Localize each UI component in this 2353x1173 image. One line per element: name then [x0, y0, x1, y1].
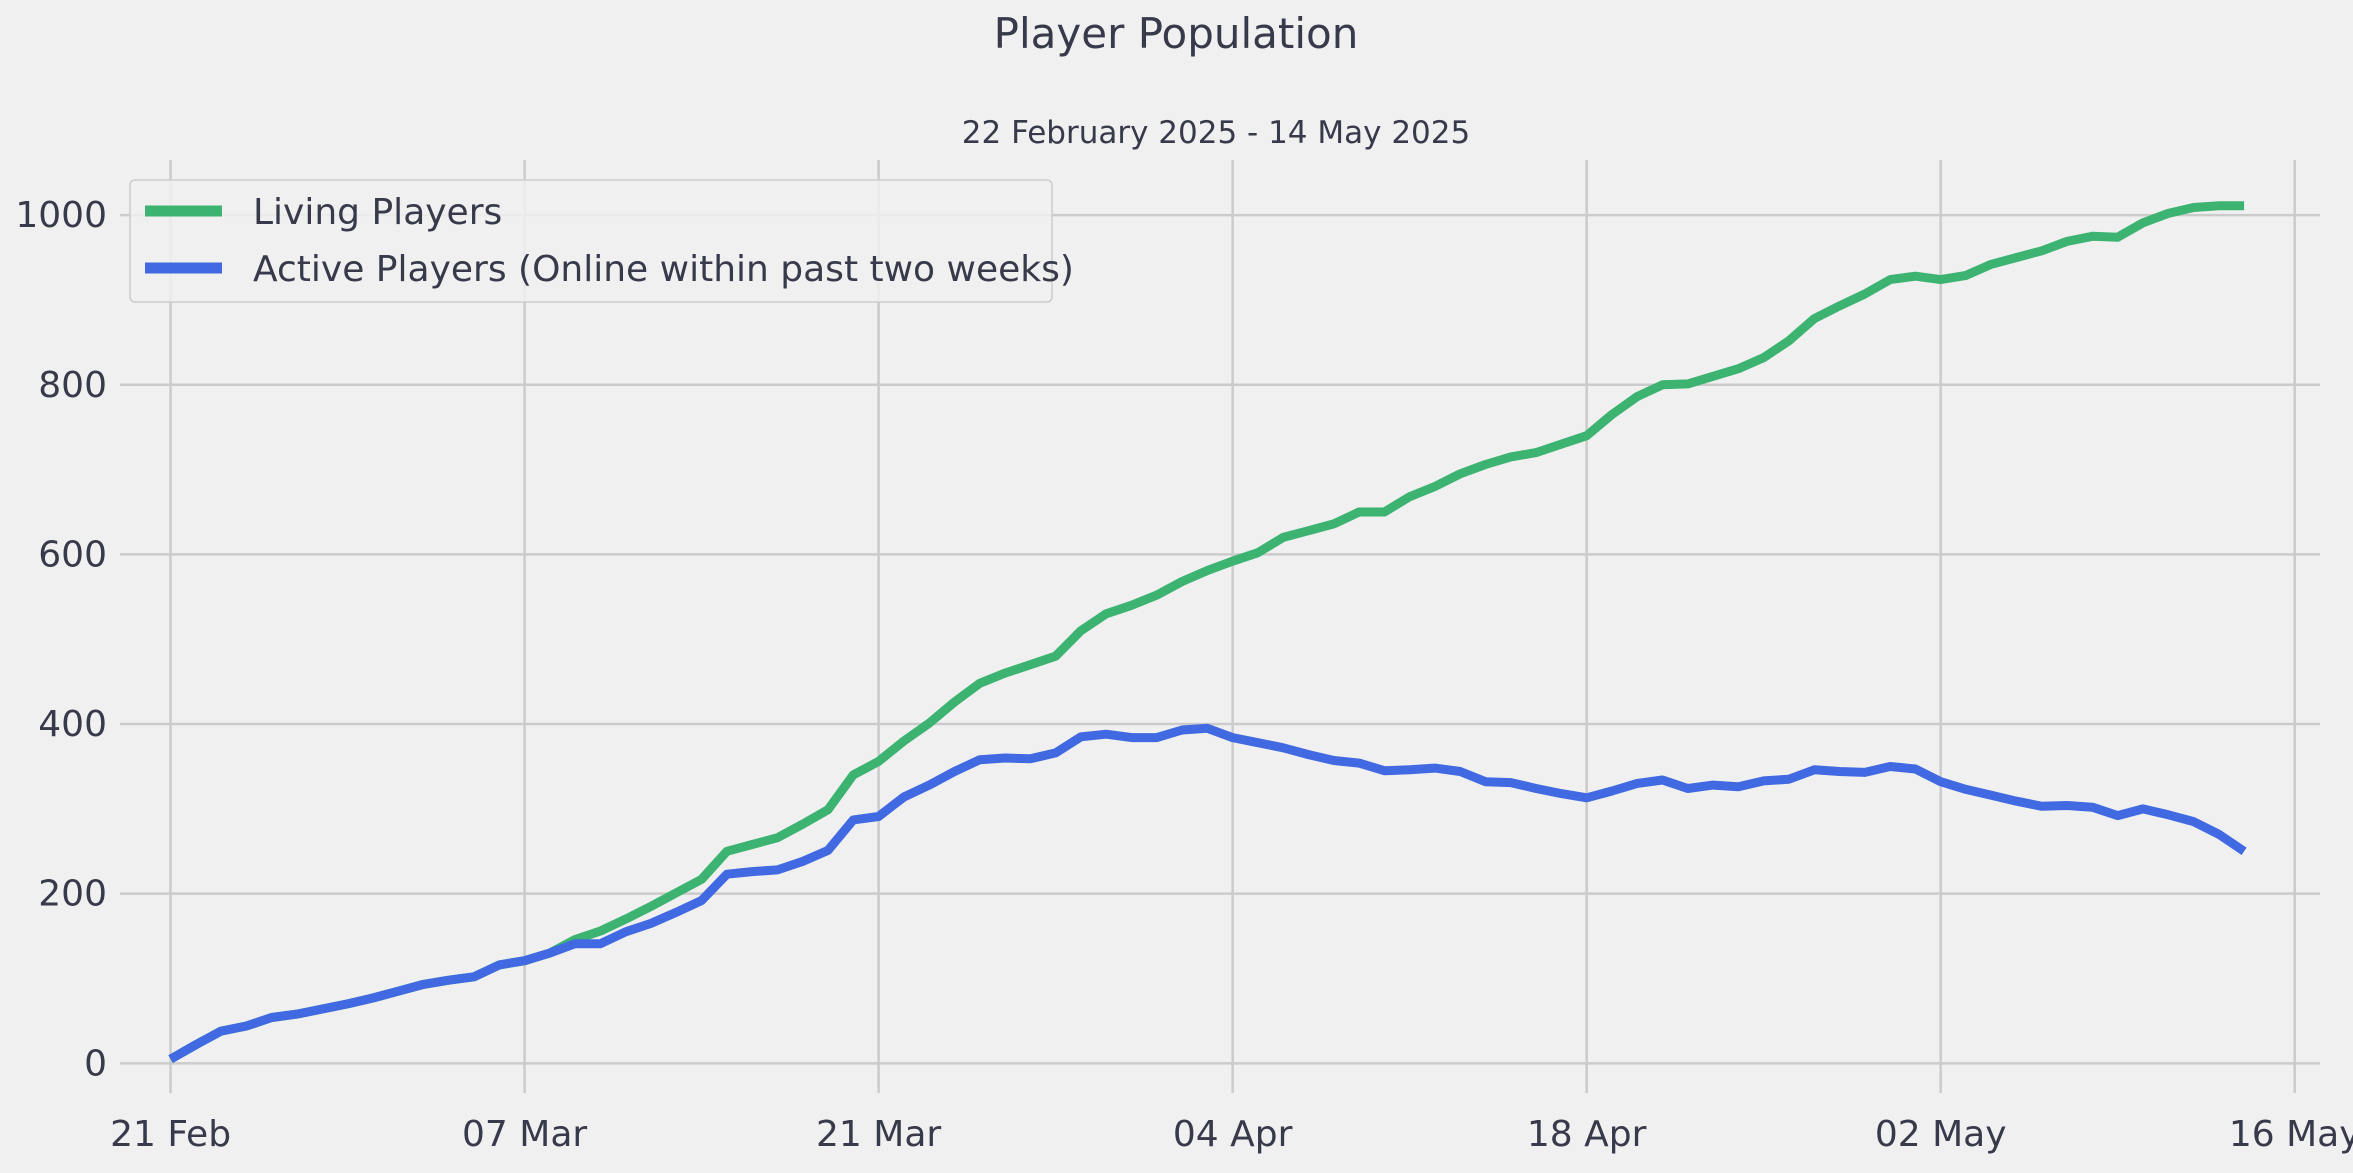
- series-lines: [168, 201, 2247, 1064]
- legend-label-active: Active Players (Online within past two w…: [253, 249, 1074, 290]
- y-tick-label: 600: [38, 534, 107, 575]
- y-tick-label: 1000: [15, 195, 107, 236]
- series-line-active: [168, 723, 2247, 1064]
- y-tick-label: 400: [38, 704, 107, 745]
- y-tick-label: 800: [38, 365, 107, 406]
- axis-ticks: 21 Feb 07 Mar 21 Mar 04 Apr 18 Apr 02 May 16 M…: [15, 195, 2353, 1155]
- grid: [120, 160, 2320, 1093]
- x-tick-label: 18 Apr: [1527, 1114, 1647, 1155]
- x-tick-label: 16 May: [2229, 1114, 2353, 1155]
- x-tick-label: 21 Feb: [110, 1114, 231, 1155]
- x-tick-label: 02 May: [1875, 1114, 2007, 1155]
- chart-subtitle: 22 February 2025 - 14 May 2025: [962, 115, 1470, 151]
- x-tick-label: 07 Mar: [462, 1114, 587, 1155]
- x-tick-label: 04 Apr: [1173, 1114, 1293, 1155]
- y-tick-label: 0: [84, 1043, 107, 1084]
- x-tick-label: 21 Mar: [816, 1114, 941, 1155]
- y-tick-label: 200: [38, 874, 107, 915]
- chart-title: Player Population: [994, 9, 1359, 58]
- legend: Living Players Active Players (Online wi…: [129, 179, 1074, 303]
- legend-box: [129, 179, 1053, 303]
- legend-label-living: Living Players: [253, 192, 502, 233]
